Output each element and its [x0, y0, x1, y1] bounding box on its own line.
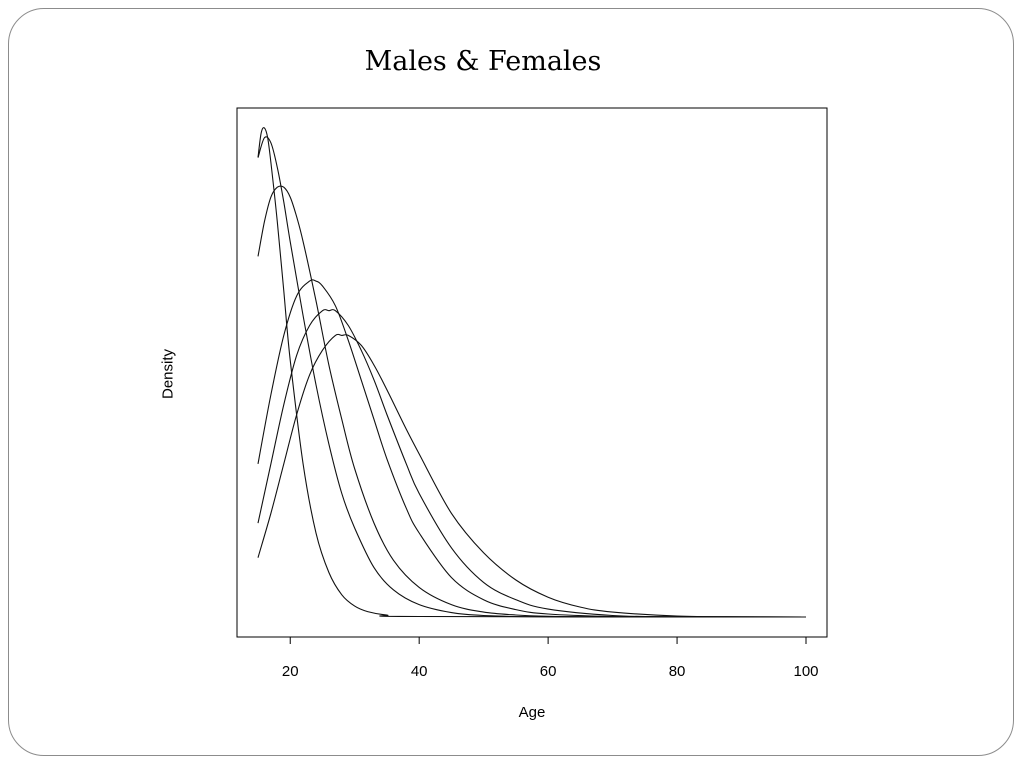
x-tick-label: 100 [793, 663, 818, 680]
x-tick-label: 40 [411, 663, 428, 680]
x-axis-ticks: 20 40 60 80 100 [282, 637, 819, 680]
x-tick-label: 20 [282, 663, 299, 680]
y-axis-label: Density [159, 348, 177, 400]
density-curves [257, 127, 807, 618]
density-curve-6 [257, 333, 807, 618]
x-tick-label: 60 [540, 663, 557, 680]
x-axis-label: Age [518, 704, 546, 721]
slide-title: Males & Females [364, 46, 602, 77]
density-curve-2 [257, 136, 807, 618]
x-tick-label: 80 [669, 663, 686, 680]
density-curve-1 [257, 127, 807, 618]
density-curve-5 [257, 309, 807, 618]
plot-frame [236, 107, 828, 638]
density-curve-4 [257, 279, 807, 618]
density-curve-3 [257, 185, 807, 618]
slide-frame [8, 8, 1014, 756]
